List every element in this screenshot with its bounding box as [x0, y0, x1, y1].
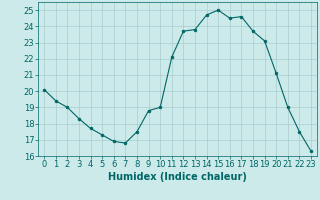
X-axis label: Humidex (Indice chaleur): Humidex (Indice chaleur) [108, 172, 247, 182]
